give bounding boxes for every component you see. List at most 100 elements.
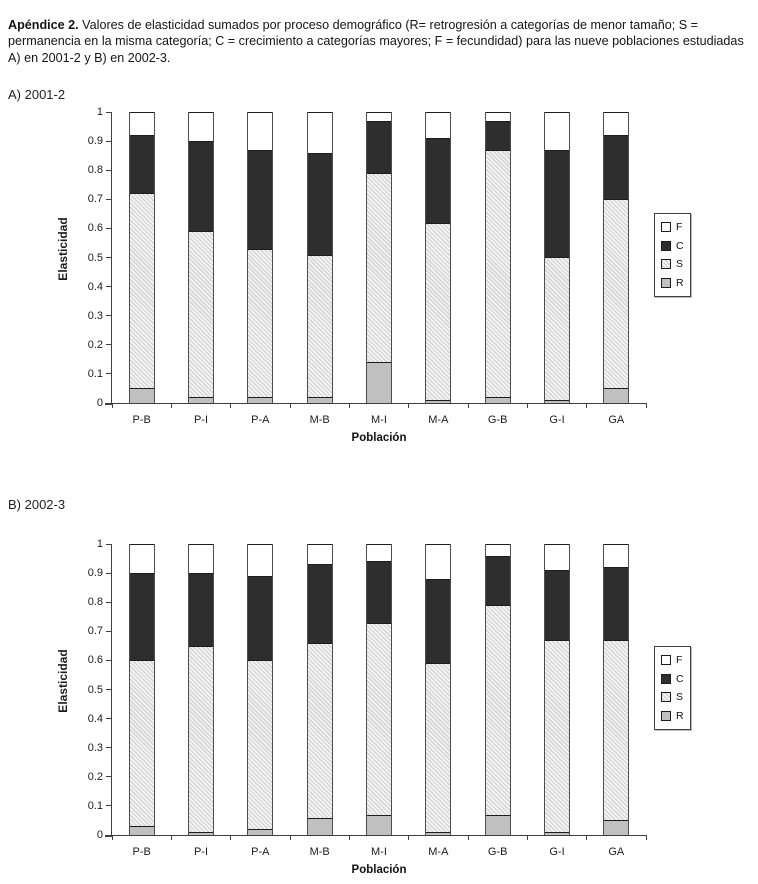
bar-segment-C-G-I (545, 150, 569, 257)
y-axis-tick (106, 198, 112, 200)
bar-segment-S-P-I (189, 646, 213, 832)
x-axis-label-P-A: P-A (251, 414, 270, 426)
bar-segment-R-P-A (248, 397, 273, 403)
x-axis-tick (348, 835, 350, 840)
y-axis-tick (106, 718, 112, 720)
bar-G-I (544, 112, 570, 403)
bar-G-B (484, 112, 511, 403)
x-axis-tick (586, 835, 588, 840)
bar-segment-C-G-B (485, 556, 510, 605)
y-axis-tick (106, 344, 112, 346)
x-axis-title-a: Población (351, 432, 407, 444)
bar-P-A (247, 544, 274, 835)
bar-segment-R-M-B (307, 397, 332, 403)
panel-b-title: B) 2002-3 (8, 497, 66, 512)
bar-segment-S-G-B (485, 150, 510, 397)
y-axis-tick-label: 0.5 (87, 251, 103, 264)
x-axis-label-M-A: M-A (428, 414, 449, 426)
bar-segment-F-P-A (248, 112, 273, 150)
bar-P-I (188, 112, 214, 403)
legend-label-F: F (676, 654, 683, 666)
bar-segment-C-P-I (189, 573, 213, 646)
y-axis-tick-label: 0.2 (87, 770, 103, 783)
y-axis-tick-label: 0.9 (87, 134, 103, 147)
bar-segment-F-P-A (248, 544, 273, 576)
bar-segment-F-M-I (367, 112, 391, 121)
figure-caption: Apéndice 2. Valores de elasticidad sumad… (8, 17, 755, 67)
y-axis-tick (106, 257, 112, 258)
caption-text: Valores de elasticidad sumados por proce… (8, 17, 744, 66)
bar-segment-R-M-A (426, 400, 451, 403)
x-axis-label-GA: GA (608, 414, 625, 426)
legend-item-F: F (661, 655, 684, 666)
x-axis-tick (170, 403, 172, 408)
y-axis-tick (106, 601, 112, 603)
bar-GA (603, 544, 630, 835)
bar-segment-S-M-B (307, 643, 332, 818)
y-axis-tick-label: 0.8 (87, 163, 103, 176)
legend-swatch-S-icon (661, 692, 671, 703)
bar-segment-S-M-I (367, 173, 391, 362)
bar-segment-R-P-I (189, 397, 213, 403)
legend-item-R: R (661, 276, 684, 289)
legend-swatch-R-icon (661, 277, 671, 288)
x-axis-tick (467, 403, 469, 408)
x-axis-tick (348, 403, 350, 408)
bar-segment-C-P-A (248, 150, 273, 249)
x-axis-label-G-B: G-B (487, 414, 508, 426)
bar-segment-S-M-B (307, 255, 332, 397)
y-axis-tick-label: 1 (96, 537, 103, 550)
bar-segment-R-M-I (367, 815, 391, 835)
y-axis-tick-label: 1 (96, 105, 103, 118)
x-axis-tick (408, 835, 410, 840)
bar-segment-S-G-I (545, 640, 569, 832)
y-axis-tick (106, 227, 112, 229)
x-axis-tick (467, 835, 469, 840)
x-axis-label-M-A: M-A (428, 846, 449, 858)
bar-GA (603, 112, 630, 403)
legend-label-R: R (676, 709, 684, 722)
legend-swatch-S-icon (661, 259, 671, 270)
legend-swatch-C-icon (661, 673, 671, 684)
bar-segment-F-M-B (307, 544, 332, 564)
x-axis-tick (230, 403, 232, 408)
bar-P-B (128, 112, 155, 403)
legend-label-R: R (676, 276, 684, 289)
bar-M-A (425, 112, 452, 403)
legend-swatch-C-icon (661, 240, 671, 251)
y-axis-tick-label: 0.3 (87, 309, 103, 322)
x-axis-tick (289, 835, 291, 840)
bar-segment-F-M-A (426, 544, 451, 579)
bar-segment-S-GA (604, 199, 629, 388)
y-axis-tick (106, 140, 112, 142)
bar-segment-C-M-B (307, 153, 332, 255)
y-axis-tick (106, 111, 112, 113)
legend-label-C: C (676, 672, 684, 685)
legend-item-C: C (661, 672, 684, 685)
bar-segment-C-G-I (545, 570, 569, 640)
bar-segment-S-GA (604, 640, 629, 820)
y-axis-tick (106, 834, 112, 836)
y-axis-title-a: Elasticidad (56, 217, 70, 281)
bar-M-I (366, 544, 392, 835)
bar-segment-C-P-I (189, 141, 213, 231)
bar-P-I (188, 544, 214, 835)
x-axis-tick (645, 835, 647, 840)
x-axis-tick (526, 403, 528, 408)
bar-segment-F-P-B (129, 544, 154, 573)
bar-segment-R-GA (604, 388, 629, 403)
bar-segment-F-P-I (189, 544, 213, 573)
bar-segment-C-M-I (367, 121, 391, 173)
y-axis-tick-label: 0 (96, 828, 103, 841)
y-axis-tick-label: 0 (96, 396, 103, 409)
legend-item-S: S (661, 692, 684, 703)
bar-segment-C-M-I (367, 561, 391, 623)
legend-item-C: C (661, 240, 684, 252)
y-axis-tick-label: 0.7 (87, 193, 103, 206)
bar-M-B (306, 544, 333, 835)
y-axis-tick-label: 0.7 (87, 625, 103, 638)
bar-segment-C-G-B (485, 121, 510, 150)
bar-segment-F-G-I (545, 544, 569, 570)
